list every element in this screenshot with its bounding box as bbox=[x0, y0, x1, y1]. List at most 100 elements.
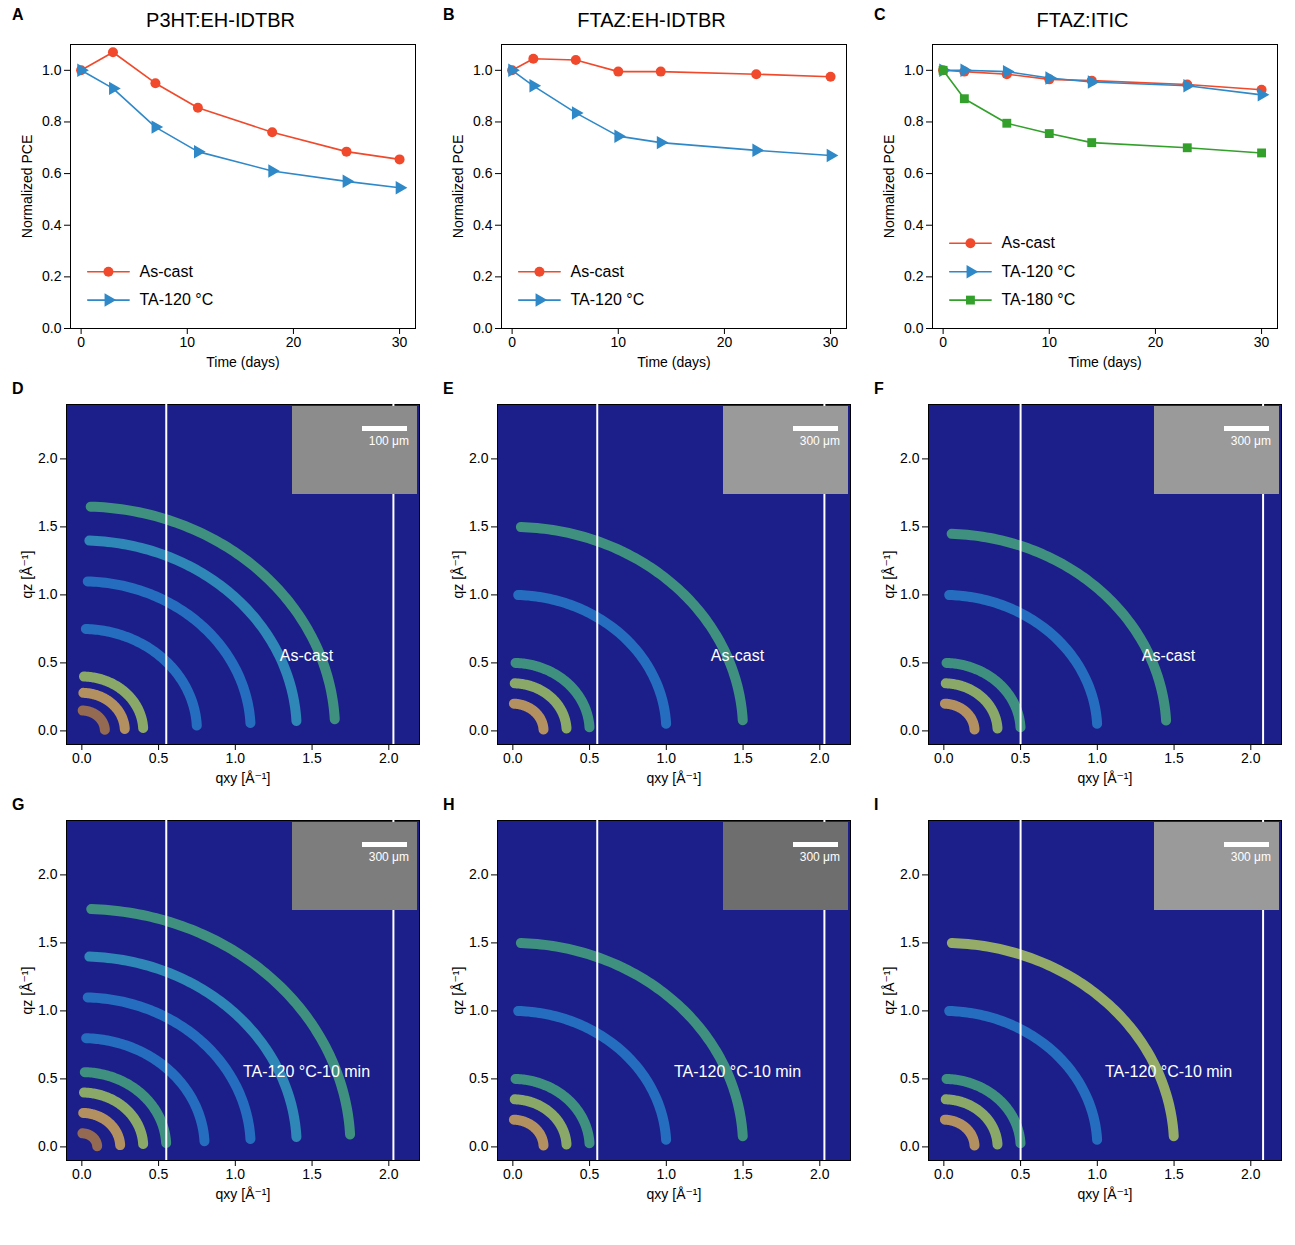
svg-text:0.0: 0.0 bbox=[38, 1138, 58, 1154]
svg-text:0: 0 bbox=[508, 334, 516, 350]
svg-text:0.8: 0.8 bbox=[473, 113, 493, 129]
svg-text:qz [Å⁻¹]: qz [Å⁻¹] bbox=[450, 967, 466, 1015]
svg-text:2.0: 2.0 bbox=[900, 450, 920, 466]
svg-text:2.0: 2.0 bbox=[379, 750, 399, 766]
svg-text:1.0: 1.0 bbox=[657, 750, 677, 766]
svg-text:0.0: 0.0 bbox=[42, 320, 62, 336]
svg-text:As-cast: As-cast bbox=[140, 263, 194, 280]
svg-text:0.6: 0.6 bbox=[42, 165, 62, 181]
svg-text:Normalized PCE: Normalized PCE bbox=[881, 135, 897, 238]
svg-text:1.0: 1.0 bbox=[38, 586, 58, 602]
svg-text:TA-180 °C: TA-180 °C bbox=[1002, 291, 1076, 308]
svg-text:0.0: 0.0 bbox=[934, 1166, 954, 1182]
svg-text:1.5: 1.5 bbox=[302, 750, 322, 766]
svg-text:qz [Å⁻¹]: qz [Å⁻¹] bbox=[450, 551, 466, 599]
svg-text:2.0: 2.0 bbox=[469, 450, 489, 466]
svg-text:2.0: 2.0 bbox=[38, 866, 58, 882]
svg-text:1.0: 1.0 bbox=[469, 1002, 489, 1018]
svg-text:2.0: 2.0 bbox=[469, 866, 489, 882]
svg-text:1.0: 1.0 bbox=[226, 1166, 246, 1182]
svg-text:0.8: 0.8 bbox=[42, 113, 62, 129]
svg-text:0.5: 0.5 bbox=[149, 1166, 169, 1182]
svg-text:TA-120 °C: TA-120 °C bbox=[1002, 263, 1076, 280]
svg-text:1.0: 1.0 bbox=[900, 1002, 920, 1018]
svg-text:0.2: 0.2 bbox=[904, 268, 924, 284]
svg-text:1.0: 1.0 bbox=[900, 586, 920, 602]
svg-text:As-cast: As-cast bbox=[1002, 234, 1056, 251]
svg-text:0.2: 0.2 bbox=[42, 268, 62, 284]
svg-text:0: 0 bbox=[77, 334, 85, 350]
svg-text:qxy [Å⁻¹]: qxy [Å⁻¹] bbox=[1078, 770, 1133, 786]
svg-text:0.0: 0.0 bbox=[72, 750, 92, 766]
svg-text:1.0: 1.0 bbox=[1088, 750, 1108, 766]
svg-text:2.0: 2.0 bbox=[38, 450, 58, 466]
svg-text:1.0: 1.0 bbox=[1088, 1166, 1108, 1182]
svg-text:0.8: 0.8 bbox=[904, 113, 924, 129]
svg-text:0.0: 0.0 bbox=[503, 750, 523, 766]
svg-text:1.0: 1.0 bbox=[473, 62, 493, 78]
svg-text:As-cast: As-cast bbox=[711, 647, 765, 664]
svg-text:0.0: 0.0 bbox=[900, 1138, 920, 1154]
svg-text:10: 10 bbox=[610, 334, 626, 350]
svg-text:TA-120 °C-10 min: TA-120 °C-10 min bbox=[1105, 1063, 1232, 1080]
svg-text:0.6: 0.6 bbox=[904, 165, 924, 181]
svg-text:As-cast: As-cast bbox=[280, 647, 334, 664]
svg-text:20: 20 bbox=[1148, 334, 1164, 350]
svg-text:1.5: 1.5 bbox=[733, 1166, 753, 1182]
svg-text:0.5: 0.5 bbox=[38, 654, 58, 670]
svg-text:0.4: 0.4 bbox=[904, 217, 924, 233]
svg-text:qxy [Å⁻¹]: qxy [Å⁻¹] bbox=[1078, 1186, 1133, 1202]
svg-text:TA-120 °C: TA-120 °C bbox=[571, 291, 645, 308]
svg-text:qxy [Å⁻¹]: qxy [Å⁻¹] bbox=[647, 770, 702, 786]
svg-text:qz [Å⁻¹]: qz [Å⁻¹] bbox=[881, 551, 897, 599]
svg-text:1.5: 1.5 bbox=[733, 750, 753, 766]
svg-text:qxy [Å⁻¹]: qxy [Å⁻¹] bbox=[216, 770, 271, 786]
svg-text:0.0: 0.0 bbox=[503, 1166, 523, 1182]
svg-text:1.0: 1.0 bbox=[904, 62, 924, 78]
svg-text:0.0: 0.0 bbox=[904, 320, 924, 336]
svg-text:1.0: 1.0 bbox=[657, 1166, 677, 1182]
svg-text:1.5: 1.5 bbox=[302, 1166, 322, 1182]
svg-text:0: 0 bbox=[939, 334, 947, 350]
svg-text:0.5: 0.5 bbox=[469, 654, 489, 670]
svg-text:1.5: 1.5 bbox=[900, 518, 920, 534]
svg-text:1.5: 1.5 bbox=[1164, 750, 1184, 766]
svg-text:1.5: 1.5 bbox=[38, 518, 58, 534]
svg-text:0.5: 0.5 bbox=[580, 1166, 600, 1182]
svg-text:0.0: 0.0 bbox=[469, 722, 489, 738]
svg-text:1.5: 1.5 bbox=[38, 934, 58, 950]
svg-text:30: 30 bbox=[392, 334, 408, 350]
svg-text:qz [Å⁻¹]: qz [Å⁻¹] bbox=[19, 551, 35, 599]
svg-text:20: 20 bbox=[286, 334, 302, 350]
svg-text:0.4: 0.4 bbox=[42, 217, 62, 233]
svg-text:Normalized PCE: Normalized PCE bbox=[19, 135, 35, 238]
svg-text:0.5: 0.5 bbox=[900, 654, 920, 670]
svg-text:0.6: 0.6 bbox=[473, 165, 493, 181]
svg-text:1.5: 1.5 bbox=[1164, 1166, 1184, 1182]
svg-text:1.0: 1.0 bbox=[226, 750, 246, 766]
svg-text:TA-120 °C-10 min: TA-120 °C-10 min bbox=[243, 1063, 370, 1080]
svg-text:1.5: 1.5 bbox=[469, 518, 489, 534]
svg-text:qxy [Å⁻¹]: qxy [Å⁻¹] bbox=[216, 1186, 271, 1202]
svg-text:1.0: 1.0 bbox=[469, 586, 489, 602]
svg-text:1.0: 1.0 bbox=[38, 1002, 58, 1018]
svg-text:qz [Å⁻¹]: qz [Å⁻¹] bbox=[19, 967, 35, 1015]
svg-text:0.5: 0.5 bbox=[580, 750, 600, 766]
svg-text:Normalized PCE: Normalized PCE bbox=[450, 135, 466, 238]
svg-text:As-cast: As-cast bbox=[571, 263, 625, 280]
svg-text:0.4: 0.4 bbox=[473, 217, 493, 233]
svg-text:0.0: 0.0 bbox=[469, 1138, 489, 1154]
svg-text:1.5: 1.5 bbox=[900, 934, 920, 950]
svg-text:0.0: 0.0 bbox=[38, 722, 58, 738]
svg-text:TA-120 °C: TA-120 °C bbox=[140, 291, 214, 308]
svg-text:0.2: 0.2 bbox=[473, 268, 493, 284]
svg-text:2.0: 2.0 bbox=[379, 1166, 399, 1182]
svg-text:2.0: 2.0 bbox=[810, 750, 830, 766]
svg-text:1.0: 1.0 bbox=[42, 62, 62, 78]
svg-text:Time (days): Time (days) bbox=[1068, 354, 1141, 370]
svg-text:Time (days): Time (days) bbox=[637, 354, 710, 370]
svg-text:10: 10 bbox=[179, 334, 195, 350]
svg-text:Time (days): Time (days) bbox=[206, 354, 279, 370]
svg-text:0.0: 0.0 bbox=[72, 1166, 92, 1182]
svg-text:0.5: 0.5 bbox=[38, 1070, 58, 1086]
